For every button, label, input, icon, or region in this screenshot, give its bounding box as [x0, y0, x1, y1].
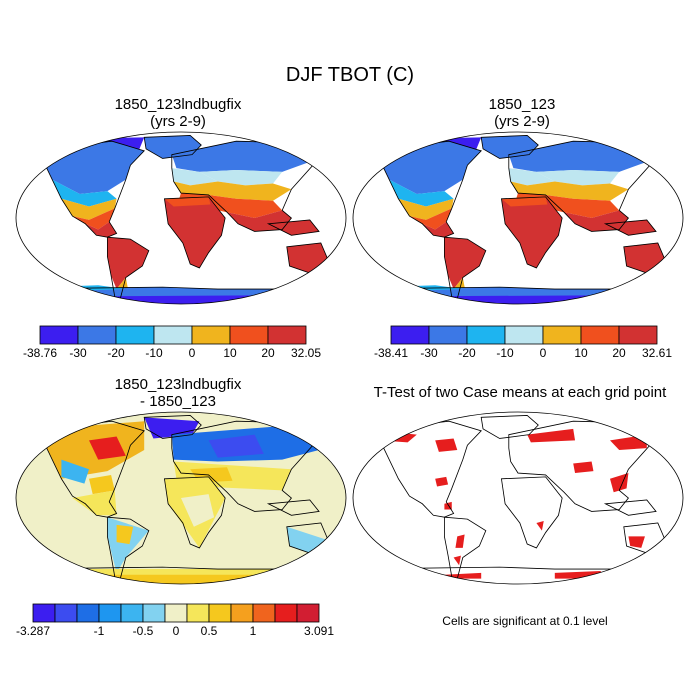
cb-temp1-swatch [229, 325, 269, 345]
cb-temp1-label: 20 [261, 346, 275, 360]
colorbar-panel-1: -38.76 -30 -20 -10 0 10 20 32.05 [23, 325, 321, 360]
cb-temp2-swatch [390, 325, 430, 345]
panel-1-title-line2: (yrs 2-9) [150, 113, 206, 130]
panel-1-title-line1: 1850_123lndbugfix [114, 96, 242, 113]
cb-diff-label: 0 [173, 624, 180, 638]
cb-temp1-swatch [267, 325, 307, 345]
cb-diff-swatch [164, 603, 188, 623]
cb-temp1-swatch [77, 325, 117, 345]
colorbar-panel-3: -3.287 -1 -0.5 0 0.5 1 3.091 [16, 603, 334, 638]
cb-diff-label: -1 [94, 624, 105, 638]
significance-footnote: Cells are significant at 0.1 level [442, 614, 608, 628]
cb-temp2-label: -30 [420, 346, 438, 360]
cb-temp2-label: 0 [540, 346, 547, 360]
cb-temp1-label: -10 [145, 346, 163, 360]
cb-temp2-swatch [428, 325, 468, 345]
cb-temp2-swatch [580, 325, 620, 345]
cb-temp1-label: -38.76 [23, 346, 57, 360]
cb-diff-swatch [142, 603, 166, 623]
panel-2-title-line1: 1850_123 [488, 96, 556, 113]
panel-1-title: 1850_123lndbugfix (yrs 2-9) [88, 96, 268, 130]
cb-diff-label: 0.5 [201, 624, 218, 638]
cb-temp2-label: -20 [458, 346, 476, 360]
cb-temp1-swatch [153, 325, 193, 345]
cb-diff-swatch [76, 603, 100, 623]
cb-temp2-label: 10 [574, 346, 588, 360]
cb-temp1-label: 10 [223, 346, 237, 360]
cb-temp1-swatch [115, 325, 155, 345]
map-panel-2 [352, 131, 684, 305]
cb-temp2-label: 20 [612, 346, 626, 360]
cb-temp2-swatch [504, 325, 544, 345]
cb-diff-swatch [186, 603, 210, 623]
cb-diff-swatch [274, 603, 298, 623]
colorbar-panel-2: -38.41 -30 -20 -10 0 10 20 32.61 [374, 325, 672, 360]
cb-temp2-swatch [466, 325, 506, 345]
panel-2-title: 1850_123 (yrs 2-9) [432, 96, 612, 130]
cb-temp1-label: -30 [69, 346, 87, 360]
cb-temp2-label: -38.41 [374, 346, 408, 360]
cb-temp1-label: -20 [107, 346, 125, 360]
panel-3-title: 1850_123lndbugfix - 1850_123 [88, 376, 268, 410]
cb-diff-label: -0.5 [133, 624, 154, 638]
cb-temp2-swatch [618, 325, 658, 345]
map-panel-1 [15, 131, 347, 305]
cb-diff-swatch [54, 603, 78, 623]
cb-diff-swatch [208, 603, 232, 623]
panel-3-title-line1: 1850_123lndbugfix [114, 376, 242, 393]
cb-temp1-swatch [39, 325, 79, 345]
cb-temp2-swatch [542, 325, 582, 345]
cb-diff-label: 1 [250, 624, 257, 638]
cb-temp1-label: 32.05 [291, 346, 321, 360]
cb-temp1-swatch [191, 325, 231, 345]
figure-title: DJF TBOT (C) [285, 64, 415, 86]
panel-4-title: T-Test of two Case means at each grid po… [373, 384, 667, 401]
panel-2-title-line2: (yrs 2-9) [494, 113, 550, 130]
cb-diff-swatch [296, 603, 320, 623]
map-panel-4 [352, 411, 684, 585]
cb-diff-label: -3.287 [16, 624, 50, 638]
panel-3-title-line2: - 1850_123 [140, 393, 216, 410]
cb-temp2-label: 32.61 [642, 346, 672, 360]
cb-diff-swatch [252, 603, 276, 623]
cb-diff-swatch [32, 603, 56, 623]
cb-temp1-label: 0 [189, 346, 196, 360]
cb-diff-label: 3.091 [304, 624, 334, 638]
cb-diff-swatch [120, 603, 144, 623]
map-panel-3 [15, 411, 347, 585]
cb-diff-swatch [98, 603, 122, 623]
cb-temp2-label: -10 [496, 346, 514, 360]
cb-diff-swatch [230, 603, 254, 623]
